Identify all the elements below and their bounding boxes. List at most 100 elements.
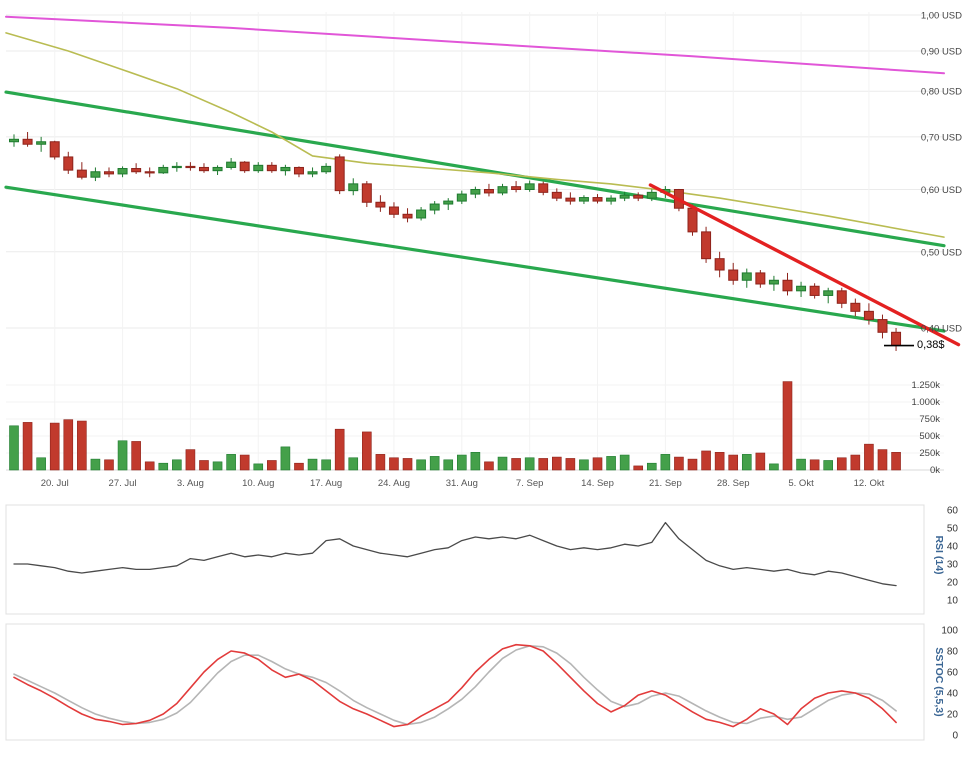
volume-bar[interactable] bbox=[199, 460, 209, 471]
candle[interactable] bbox=[171, 165, 182, 169]
candle[interactable] bbox=[416, 209, 427, 219]
candle[interactable] bbox=[524, 183, 535, 190]
candle[interactable] bbox=[321, 165, 332, 173]
volume-bar[interactable] bbox=[755, 452, 766, 471]
volume-bar[interactable] bbox=[158, 462, 169, 471]
candle[interactable] bbox=[592, 197, 603, 202]
volume-bar[interactable] bbox=[348, 457, 359, 471]
volume-bar[interactable] bbox=[606, 456, 616, 471]
candle[interactable] bbox=[103, 171, 114, 175]
volume-bar[interactable] bbox=[185, 449, 196, 471]
volume-bar[interactable] bbox=[646, 462, 657, 471]
volume-bar[interactable] bbox=[362, 431, 372, 471]
sstoc-pane[interactable]: 100 80 60 40 20 0 SSTOC (5,5,3) bbox=[5, 623, 958, 742]
volume-bar[interactable] bbox=[565, 458, 576, 471]
volume-bar[interactable] bbox=[728, 454, 739, 471]
volume-bar[interactable] bbox=[22, 422, 33, 471]
volume-bar[interactable] bbox=[239, 454, 250, 471]
volume-bar[interactable] bbox=[850, 454, 861, 471]
candle[interactable] bbox=[511, 186, 522, 190]
candle[interactable] bbox=[158, 166, 169, 174]
candle[interactable] bbox=[198, 166, 209, 172]
candle[interactable] bbox=[701, 231, 712, 260]
candle[interactable] bbox=[90, 171, 101, 178]
candle[interactable] bbox=[212, 166, 223, 172]
volume-bar[interactable] bbox=[429, 456, 440, 471]
volume-bar[interactable] bbox=[538, 458, 549, 471]
candle[interactable] bbox=[809, 285, 820, 296]
candle[interactable] bbox=[49, 141, 60, 158]
candle[interactable] bbox=[823, 290, 834, 296]
volume-bar[interactable] bbox=[782, 381, 793, 471]
volume-bar[interactable] bbox=[294, 462, 304, 471]
volume-bar[interactable] bbox=[823, 460, 834, 471]
volume-bar[interactable] bbox=[117, 440, 128, 471]
volume-bar[interactable] bbox=[307, 458, 318, 471]
volume-bar[interactable] bbox=[49, 422, 60, 471]
candle[interactable] bbox=[877, 319, 888, 333]
volume-bars[interactable] bbox=[9, 381, 901, 471]
volume-bar[interactable] bbox=[497, 456, 508, 471]
candle[interactable] bbox=[863, 310, 874, 321]
candle[interactable] bbox=[226, 161, 237, 168]
volume-bar[interactable] bbox=[769, 463, 779, 471]
volume-bar[interactable] bbox=[63, 419, 74, 471]
candle[interactable] bbox=[836, 290, 847, 304]
volume-bar[interactable] bbox=[443, 459, 454, 471]
volume-bar[interactable] bbox=[687, 458, 698, 471]
candle[interactable] bbox=[606, 197, 617, 202]
candle[interactable] bbox=[293, 166, 304, 175]
volume-bar[interactable] bbox=[321, 459, 331, 471]
candle[interactable] bbox=[687, 207, 698, 233]
volume-bar[interactable] bbox=[36, 457, 46, 471]
candle[interactable] bbox=[388, 206, 399, 215]
candle[interactable] bbox=[117, 168, 128, 175]
volume-bar[interactable] bbox=[212, 461, 223, 471]
volume-bar[interactable] bbox=[470, 452, 481, 471]
volume-bar[interactable] bbox=[9, 425, 19, 471]
volume-bar[interactable] bbox=[674, 456, 684, 471]
volume-bar[interactable] bbox=[484, 461, 494, 471]
candle[interactable] bbox=[646, 191, 657, 199]
candle[interactable] bbox=[483, 188, 494, 194]
candle[interactable] bbox=[551, 191, 562, 199]
volume-bar[interactable] bbox=[334, 428, 345, 471]
candle[interactable] bbox=[429, 203, 440, 211]
volume-bar[interactable] bbox=[267, 460, 277, 471]
volume-bar[interactable] bbox=[280, 446, 291, 471]
candle[interactable] bbox=[850, 302, 861, 312]
volume-bar[interactable] bbox=[660, 454, 671, 471]
candle[interactable] bbox=[239, 161, 250, 172]
candle[interactable] bbox=[131, 168, 142, 173]
candle[interactable] bbox=[144, 171, 155, 174]
candle[interactable] bbox=[266, 164, 277, 172]
candle[interactable] bbox=[619, 194, 630, 199]
volume-bar[interactable] bbox=[579, 459, 589, 471]
volume-bar[interactable] bbox=[144, 461, 155, 471]
volume-bar[interactable] bbox=[416, 459, 426, 471]
volume-bar[interactable] bbox=[796, 458, 806, 471]
candle[interactable] bbox=[334, 156, 345, 192]
volume-bar[interactable] bbox=[402, 458, 413, 471]
volume-bar[interactable] bbox=[551, 456, 562, 471]
candle[interactable] bbox=[538, 183, 549, 193]
candle[interactable] bbox=[63, 156, 74, 171]
volume-bar[interactable] bbox=[592, 457, 603, 471]
candle[interactable] bbox=[782, 279, 793, 292]
volume-bar[interactable] bbox=[701, 450, 711, 471]
candle[interactable] bbox=[253, 164, 264, 172]
volume-bar[interactable] bbox=[511, 458, 521, 471]
volume-bar[interactable] bbox=[226, 454, 236, 471]
candle[interactable] bbox=[891, 331, 902, 347]
candle[interactable] bbox=[36, 141, 47, 145]
rsi-pane[interactable]: 60 50 40 30 20 10 RSI (14) bbox=[5, 504, 958, 615]
candle[interactable] bbox=[9, 138, 19, 143]
volume-bar[interactable] bbox=[877, 449, 888, 471]
candle[interactable] bbox=[768, 279, 779, 285]
volume-bar[interactable] bbox=[864, 443, 874, 471]
candle[interactable] bbox=[443, 200, 454, 205]
volume-bar[interactable] bbox=[253, 463, 264, 471]
candle[interactable] bbox=[76, 169, 87, 178]
candle[interactable] bbox=[633, 194, 644, 199]
